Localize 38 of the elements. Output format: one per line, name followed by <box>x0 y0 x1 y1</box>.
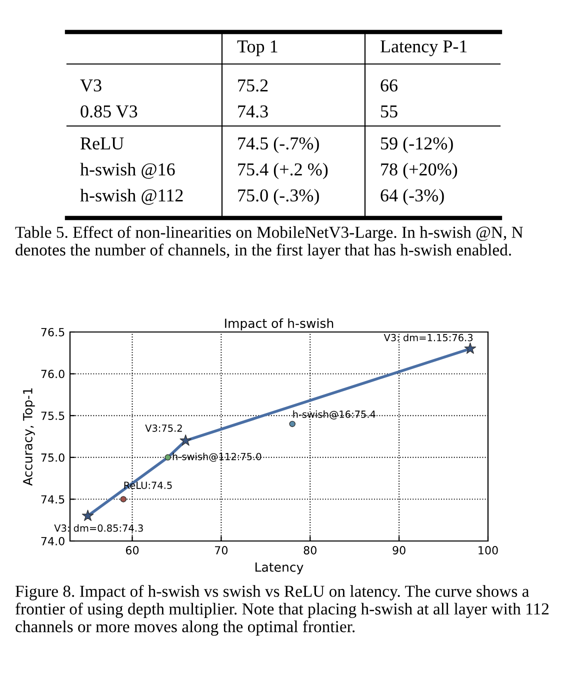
category-label: h-swish @16 <box>80 162 175 179</box>
text: 55 <box>381 106 398 118</box>
x-axis-title: Latency <box>256 562 304 574</box>
x-tick-label: 100 <box>478 546 498 554</box>
x-tick-label: 60 <box>126 546 139 554</box>
y-tick-label: 75.5 <box>41 412 64 420</box>
text: 75.0 (-.3%) <box>238 188 319 206</box>
y-tick-label: 76.5 <box>41 328 64 336</box>
x-tick-label: 70 <box>215 546 228 554</box>
text: 75.2 <box>238 79 268 92</box>
x-tick-label: 90 <box>392 546 406 554</box>
text: 74.3 <box>238 105 268 118</box>
caption: Table 5. Effect of non-linearities on MobileNetV3-Large. In h-swish @N, N denotes the number of channels, in the first layer that has h-swish enabled. <box>15 226 523 260</box>
text: 78 (+20%) <box>381 162 458 180</box>
y-tick-label: 75.0 <box>41 453 64 462</box>
category-label: V3 <box>80 79 102 92</box>
y-tick-label: 76.0 <box>41 370 64 378</box>
y-axis-title: Accuracy, Top-1 <box>23 388 35 486</box>
text: 59 (-12%) <box>381 136 453 154</box>
text: 74.5 (-.7%) <box>238 136 319 154</box>
text: 75.4 (+.2 %) <box>238 162 328 180</box>
x-tick-label: 80 <box>304 546 316 554</box>
annotation: V3:75.2 <box>145 424 182 432</box>
y-tick-label: 74.5 <box>41 495 64 504</box>
annotation: h-swish@16:75.4 <box>293 410 376 420</box>
category-label: ReLU <box>80 138 124 150</box>
y-tick-label: 74.0 <box>41 536 64 546</box>
annotation: h-swish@112:75.0 <box>172 452 262 462</box>
caption: Figure 8. Impact of h-swish vs swish vs ReLU on latency. The curve shows a frontier of using depth multiplier. Note that placing h-swish at all layer with 112 channels or more moves along the optimal frontier. <box>15 585 549 636</box>
category-label: 0.85 V3 <box>80 105 138 118</box>
text: 64 (-3%) <box>380 188 444 206</box>
text: 66 <box>380 79 398 92</box>
annotation: V3: dm=0.85:74.3 <box>54 524 143 532</box>
annotation: V3: dm=1.15:76.3 <box>384 334 473 342</box>
category-label: Top 1 <box>237 40 278 56</box>
category-label: Latency P-1 <box>380 40 467 56</box>
category-label: h-swish @112 <box>80 188 183 205</box>
chart-title: Impact of h-swish <box>225 318 334 330</box>
